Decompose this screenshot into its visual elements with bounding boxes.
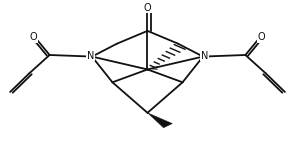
Text: N: N bbox=[87, 51, 94, 61]
Text: &1: &1 bbox=[152, 66, 159, 72]
Text: O: O bbox=[258, 32, 265, 42]
Text: N: N bbox=[201, 51, 208, 61]
Polygon shape bbox=[148, 113, 172, 128]
Text: O: O bbox=[144, 3, 151, 13]
Text: O: O bbox=[30, 32, 37, 42]
